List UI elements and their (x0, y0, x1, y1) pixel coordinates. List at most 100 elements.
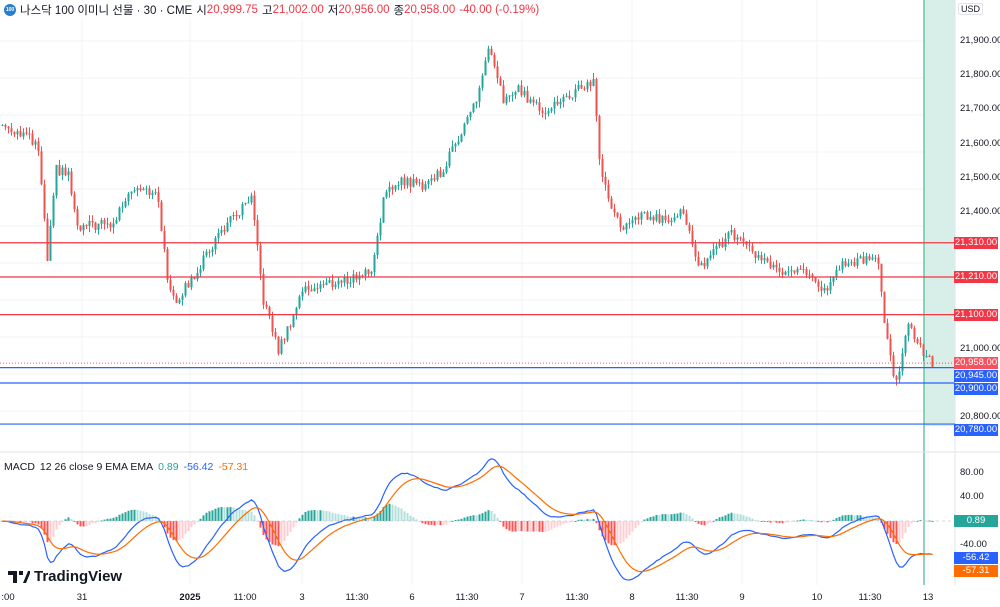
candle[interactable] (10, 128, 13, 133)
candle[interactable] (703, 262, 706, 267)
candle[interactable] (64, 167, 67, 176)
candle[interactable] (847, 263, 850, 266)
level-price-tag[interactable]: 21,310.00 (954, 236, 998, 249)
candle[interactable] (718, 242, 721, 247)
candle[interactable] (277, 336, 280, 354)
candle[interactable] (757, 255, 760, 258)
candle[interactable] (577, 84, 580, 90)
candle[interactable] (844, 261, 847, 266)
candle[interactable] (196, 272, 199, 280)
candle[interactable] (706, 258, 709, 267)
candle[interactable] (193, 276, 196, 280)
candle[interactable] (547, 110, 550, 114)
candle[interactable] (655, 214, 658, 221)
candle[interactable] (61, 167, 64, 176)
candle[interactable] (202, 255, 205, 270)
candle[interactable] (898, 371, 901, 380)
candle[interactable] (226, 222, 229, 232)
candle[interactable] (838, 269, 841, 271)
candle[interactable] (808, 274, 811, 276)
candle[interactable] (736, 237, 739, 240)
highlight-zone[interactable] (924, 0, 955, 426)
candle[interactable] (880, 263, 883, 292)
candle[interactable] (460, 134, 463, 142)
candle[interactable] (85, 224, 88, 227)
candle[interactable] (595, 79, 598, 117)
candle[interactable] (421, 182, 424, 190)
candle[interactable] (250, 195, 253, 203)
candle[interactable] (796, 268, 799, 273)
candle[interactable] (631, 220, 634, 224)
candle[interactable] (289, 326, 292, 328)
candle[interactable] (916, 338, 919, 343)
candle[interactable] (823, 287, 826, 291)
candle[interactable] (619, 216, 622, 228)
candle[interactable] (394, 185, 397, 190)
candle[interactable] (772, 264, 775, 268)
level-price-tag[interactable]: 20,945.00 (954, 370, 998, 383)
candle[interactable] (637, 217, 640, 220)
candle[interactable] (517, 85, 520, 92)
candle[interactable] (817, 281, 820, 287)
candle[interactable] (601, 158, 604, 177)
candle[interactable] (535, 102, 538, 104)
candle[interactable] (850, 262, 853, 264)
candle[interactable] (391, 186, 394, 190)
candle[interactable] (733, 230, 736, 240)
candle[interactable] (265, 304, 268, 307)
candle[interactable] (835, 270, 838, 277)
candle[interactable] (856, 258, 859, 266)
candle[interactable] (925, 355, 928, 357)
candle[interactable] (559, 101, 562, 105)
candle[interactable] (829, 281, 832, 291)
candle[interactable] (805, 269, 808, 275)
candle[interactable] (472, 103, 475, 113)
candle[interactable] (184, 283, 187, 296)
candle[interactable] (214, 238, 217, 250)
candle[interactable] (346, 276, 349, 284)
candle[interactable] (778, 267, 781, 272)
candle[interactable] (7, 126, 10, 129)
candle[interactable] (301, 291, 304, 297)
candle[interactable] (46, 218, 49, 261)
candle[interactable] (238, 215, 241, 217)
candle[interactable] (292, 315, 295, 327)
candle[interactable] (625, 223, 628, 230)
candle[interactable] (376, 235, 379, 255)
candle[interactable] (235, 215, 238, 217)
candle[interactable] (667, 220, 670, 223)
candle[interactable] (859, 256, 862, 259)
candle[interactable] (502, 85, 505, 104)
macd-legend[interactable]: MACD 12 26 close 9 EMA EMA 0.89 -56.42 -… (4, 461, 248, 473)
candle[interactable] (691, 230, 694, 245)
candle[interactable] (532, 99, 535, 103)
candle[interactable] (598, 116, 601, 159)
candle[interactable] (682, 209, 685, 214)
candle[interactable] (814, 276, 817, 282)
candle[interactable] (283, 339, 286, 341)
candle[interactable] (613, 208, 616, 213)
candle[interactable] (217, 232, 220, 239)
candle[interactable] (907, 323, 910, 336)
candle[interactable] (871, 257, 874, 260)
candle[interactable] (571, 97, 574, 99)
candle[interactable] (172, 289, 175, 296)
candle[interactable] (139, 188, 142, 191)
candle[interactable] (622, 227, 625, 230)
candle[interactable] (874, 257, 877, 259)
candle[interactable] (16, 131, 19, 135)
candle[interactable] (793, 270, 796, 273)
candle[interactable] (232, 215, 235, 217)
candle[interactable] (562, 96, 565, 102)
candle[interactable] (658, 214, 661, 223)
candle[interactable] (700, 262, 703, 266)
candle[interactable] (901, 353, 904, 372)
candle[interactable] (922, 344, 925, 356)
candle[interactable] (160, 201, 163, 232)
candle[interactable] (121, 206, 124, 208)
candle[interactable] (385, 191, 388, 198)
candle[interactable] (469, 112, 472, 118)
candle[interactable] (382, 197, 385, 223)
candle[interactable] (424, 184, 427, 190)
candle[interactable] (841, 261, 844, 270)
